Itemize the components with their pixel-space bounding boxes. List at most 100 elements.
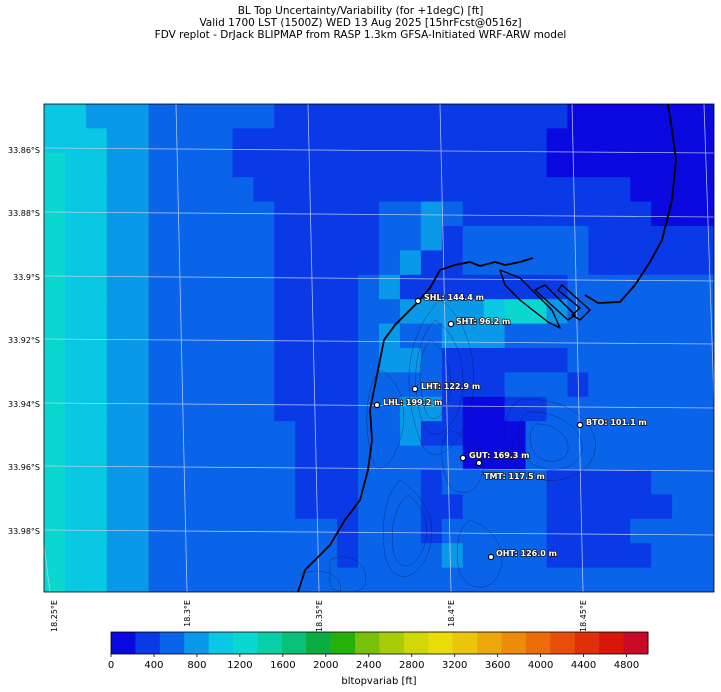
grid-cell (253, 177, 275, 203)
grid-cell (295, 518, 317, 544)
grid-cell (420, 421, 443, 447)
grid-cell (420, 128, 443, 154)
contour-line (529, 423, 569, 462)
grid-cell (169, 348, 192, 373)
grid-cell (567, 445, 589, 471)
colorbar-segment (355, 632, 380, 654)
colorbar-tick-label: 4800 (614, 660, 639, 671)
grid-cell (483, 445, 506, 471)
grid-cell (546, 177, 569, 203)
grid-cell (399, 128, 422, 154)
grid-cell (232, 372, 254, 398)
grid-cell (693, 201, 714, 227)
grid-cell (630, 226, 652, 251)
grid-cell (85, 348, 108, 373)
grid-cell (211, 470, 234, 495)
grid-cell (504, 274, 527, 300)
site-marker-sht[interactable] (447, 320, 455, 328)
grid-cell (399, 177, 422, 203)
grid-cell (211, 226, 234, 251)
grid-cell (693, 445, 714, 471)
meridian-line (307, 104, 320, 592)
grid-cell (190, 494, 213, 520)
site-marker-shl[interactable] (414, 297, 422, 305)
colorbar-segment (208, 632, 234, 654)
grid-cell (441, 543, 464, 569)
grid-cell (295, 226, 317, 251)
grid-cell (274, 396, 296, 422)
grid-cell (441, 494, 464, 520)
grid-cell (504, 494, 527, 520)
grid-cell (609, 470, 631, 495)
grid-cell (127, 299, 150, 325)
grid-cell (379, 445, 401, 471)
grid-cell (127, 323, 150, 349)
site-label-bto: BTO: 101.1 m (586, 418, 647, 427)
grid-cell (127, 201, 150, 227)
grid-cell (358, 152, 380, 178)
grid-cell (379, 299, 401, 325)
grid-cell (211, 299, 234, 325)
grid-cell (525, 128, 548, 154)
colorbar-segment (233, 632, 258, 654)
site-marker-lht[interactable] (411, 385, 419, 393)
grid-cell (379, 104, 401, 129)
grid-cell (504, 128, 527, 154)
site-label-lht: LHT: 122.9 m (421, 382, 480, 391)
grid-cell (609, 177, 631, 203)
grid-cell (64, 274, 87, 300)
grid-cell (588, 201, 610, 227)
grid-cell (462, 299, 485, 325)
grid-cell (358, 323, 380, 349)
grid-cell (651, 348, 673, 373)
grid-cell (253, 274, 275, 300)
grid-cell (525, 348, 548, 373)
grid-cell (85, 396, 108, 422)
grid-cell (483, 299, 506, 325)
grid-cell (85, 372, 108, 398)
grid-cell (274, 128, 296, 154)
grid-cell (588, 323, 610, 349)
grid-cell (630, 518, 652, 544)
grid-cell (85, 201, 108, 227)
grid-cell (211, 323, 234, 349)
grid-cell (44, 445, 66, 471)
site-marker-gut[interactable] (459, 454, 467, 462)
grid-cell (295, 543, 317, 569)
grid-cell (316, 567, 338, 592)
grid-cell (399, 445, 422, 471)
grid-cell (295, 421, 317, 447)
grid-cell (64, 567, 87, 592)
grid-cell (609, 299, 631, 325)
grid-cell (672, 518, 694, 544)
grid-cell (85, 274, 108, 300)
grid-cell (630, 152, 652, 178)
meridian-line (175, 104, 188, 592)
grid-cell (169, 104, 192, 129)
site-marker-lhl[interactable] (373, 401, 381, 409)
site-marker-oht[interactable] (487, 553, 495, 561)
grid-cell (148, 494, 171, 520)
grid-cell (253, 543, 275, 569)
site-marker-tmt[interactable] (475, 459, 483, 467)
grid-cell (483, 543, 506, 569)
grid-cell (44, 250, 66, 276)
grid-cell (253, 226, 275, 251)
grid-cell (609, 372, 631, 398)
site-marker-bto[interactable] (576, 421, 584, 429)
lon-tick-label: 18.45°E (579, 600, 588, 632)
grid-cell (358, 396, 380, 422)
grid-cell (253, 250, 275, 276)
grid-cell (651, 372, 673, 398)
grid-cell (567, 250, 589, 276)
grid-cell (106, 104, 129, 129)
grid-cell (525, 323, 548, 349)
grid-cell (379, 567, 401, 592)
grid-cell (379, 250, 401, 276)
grid-cell (85, 299, 108, 325)
grid-cell (190, 177, 213, 203)
grid-cell (295, 445, 317, 471)
grid-cell (651, 104, 673, 129)
grid-cell (148, 470, 171, 495)
grid-cell (693, 323, 714, 349)
